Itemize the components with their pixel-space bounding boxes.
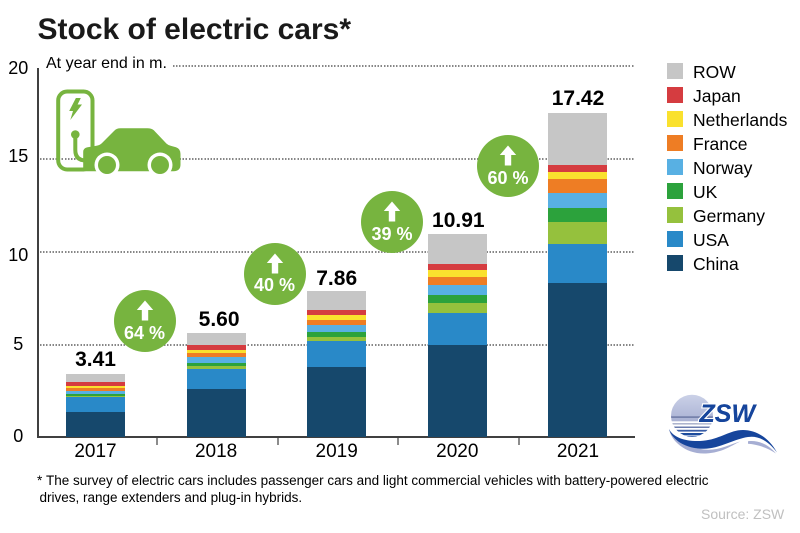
svg-text:ZSW: ZSW (699, 400, 758, 428)
svg-text:ZSW: ZSW (699, 400, 758, 428)
